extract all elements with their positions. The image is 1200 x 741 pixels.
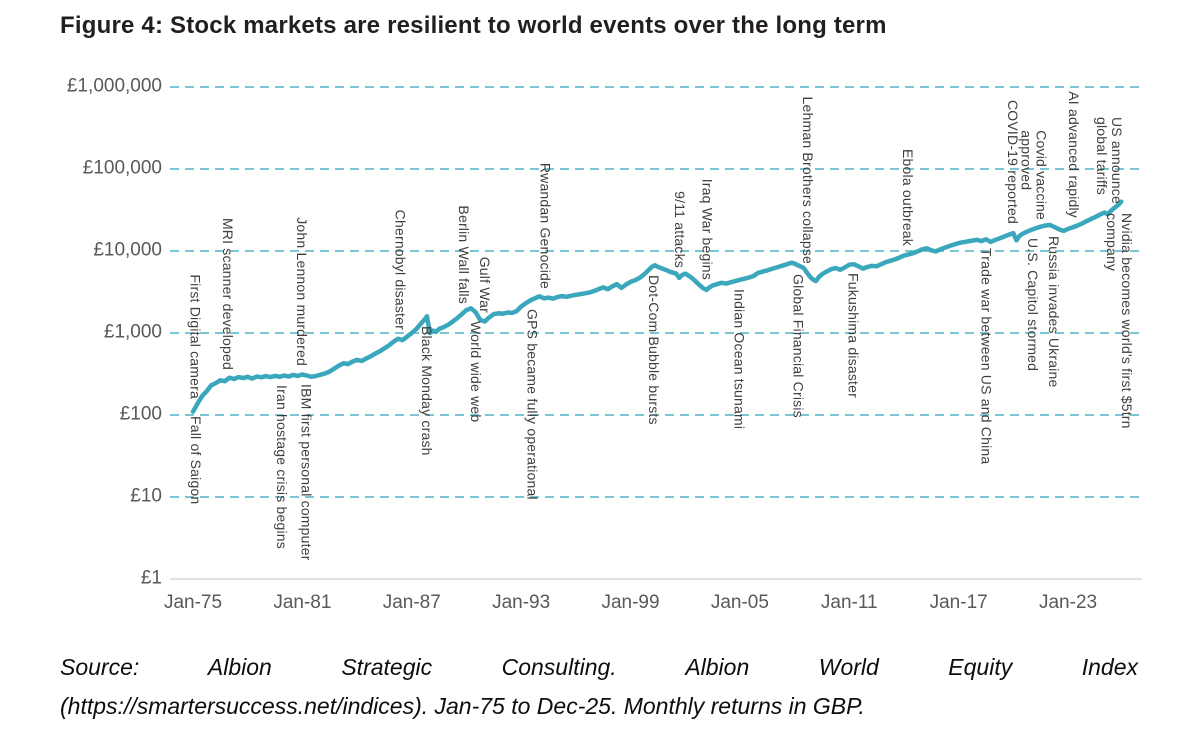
event-label: Iraq War begins	[699, 179, 716, 281]
event-label: Nvidia becomes world's first $5trn compa…	[1104, 212, 1136, 429]
x-tick-label: Jan-81	[273, 592, 332, 613]
event-label: Ebola outbreak	[900, 148, 917, 246]
event-label: Berlin Wall falls	[456, 204, 473, 304]
event-label: First Digital camera	[187, 274, 204, 400]
event-label: Russia invades Ukraine	[1045, 235, 1062, 388]
x-tick-label: Jan-93	[492, 592, 551, 613]
y-tick-label: £1	[140, 567, 162, 589]
x-tick-label: Jan-11	[820, 592, 878, 613]
event-label: COVID-19 reported	[1004, 100, 1021, 225]
x-tick-label: Jan-05	[710, 592, 769, 613]
event-label: Rwandan Genocide	[537, 162, 554, 290]
y-tick-label: £10,000	[93, 239, 162, 261]
event-label: 9/11 attacks	[672, 191, 689, 269]
source-line-1: Source: Albion Strategic Consulting. Alb…	[60, 654, 1138, 680]
y-tick-label: £10	[130, 485, 162, 507]
event-label: Indian Ocean tsunami	[731, 289, 748, 430]
event-label: Chernobyl disaster	[392, 209, 409, 331]
equity-index-line	[190, 199, 1124, 414]
chart-title: Figure 4: Stock markets are resilient to…	[60, 12, 887, 39]
x-tick-label: Jan-23	[1038, 592, 1098, 613]
event-label: Trade war between US and China	[978, 248, 995, 465]
y-tick-label: £1,000,000	[66, 75, 162, 97]
event-label: Dot-Com Bubble bursts	[645, 275, 662, 425]
x-tick-label: Jan-17	[929, 592, 988, 613]
event-label: Fall of Saigon	[188, 415, 205, 505]
event-label: World wide web	[468, 321, 485, 423]
event-label: Black Monday crash	[418, 326, 435, 456]
event-label: John Lennon murdered	[293, 216, 310, 366]
event-label: Lehman Brothers collapse	[799, 96, 816, 265]
source-note: Source: Albion Strategic Consulting. Alb…	[60, 648, 1138, 726]
event-label: U.S. Capitol stormed	[1024, 238, 1041, 372]
event-label: MRI scanner developed	[220, 218, 237, 371]
x-tick-label: Jan-87	[382, 592, 441, 613]
event-label: AI advanced rapidly	[1066, 91, 1082, 219]
y-tick-label: £100	[119, 403, 162, 425]
event-label: Gulf War	[477, 256, 494, 313]
event-label: Iran hostage crisis begins	[273, 385, 290, 550]
event-label: GPS became fully operational	[524, 308, 541, 500]
event-label: Global Financial Crisis	[790, 274, 807, 419]
event-label: Fukushima disaster	[845, 273, 862, 399]
event-label: Covid vaccine approved	[1018, 130, 1050, 221]
event-label: US announce global tariffs	[1094, 116, 1126, 204]
source-line-2: (https://smartersuccess.net/indices). Ja…	[60, 693, 865, 719]
x-tick-label: Jan-99	[601, 592, 660, 613]
y-tick-label: £1,000	[103, 321, 162, 343]
x-tick-label: Jan-75	[163, 592, 223, 613]
event-label: IBM first personal computer	[298, 384, 315, 561]
y-tick-label: £100,000	[82, 157, 162, 179]
